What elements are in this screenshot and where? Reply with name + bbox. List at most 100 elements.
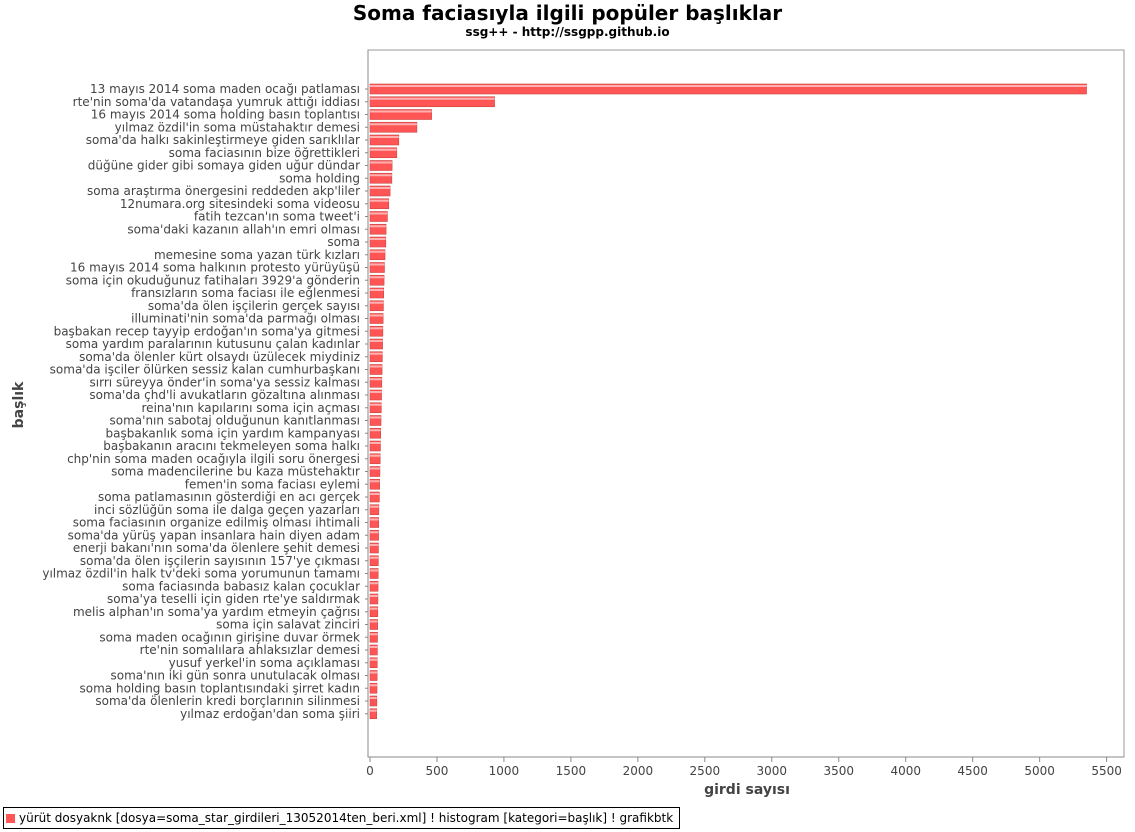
bar bbox=[369, 695, 378, 707]
category-label: soma için okuduğunuz fatihaları 3929'a g… bbox=[66, 273, 360, 287]
bar bbox=[369, 121, 418, 133]
bar bbox=[369, 478, 380, 490]
category-label: fatih tezcan'ın soma tweet'i bbox=[194, 210, 360, 224]
category-label: başbakan recep tayyip erdoğan'ın soma'ya… bbox=[54, 324, 360, 338]
category-label: soma'daki kazanın allah'ın emri olması bbox=[127, 222, 360, 236]
category-label: soma'nın iki gün sonra unutulacak olması bbox=[110, 669, 360, 683]
bar-highlight bbox=[370, 148, 397, 151]
bar-highlight bbox=[370, 531, 379, 534]
bar-highlight bbox=[370, 646, 378, 648]
bar bbox=[369, 504, 380, 516]
bar-highlight bbox=[370, 352, 383, 355]
bar-highlight bbox=[370, 709, 377, 712]
bar-highlight bbox=[370, 595, 378, 597]
bar bbox=[369, 568, 379, 579]
category-label: soma patlamasının gösterdiği en acı gerç… bbox=[98, 490, 360, 504]
category-label: femen'in soma faciası eylemi bbox=[185, 477, 360, 491]
bar bbox=[369, 415, 382, 426]
category-label: soma faciasında babasız kalan çocuklar bbox=[122, 579, 360, 593]
bar-highlight bbox=[370, 212, 388, 215]
bar-highlight bbox=[370, 544, 379, 546]
bar bbox=[369, 109, 432, 120]
category-label: fransızların soma faciası ile eğlenmesi bbox=[131, 286, 360, 300]
plot-area bbox=[367, 49, 1125, 758]
bar bbox=[369, 529, 379, 541]
y-axis-label: başlık bbox=[11, 381, 27, 428]
bar-highlight bbox=[370, 136, 399, 138]
x-tick-label: 0 bbox=[366, 764, 374, 778]
category-label: soma faciasının bize öğrettikleri bbox=[169, 146, 360, 160]
bar-highlight bbox=[370, 416, 381, 419]
category-label: soma'da halkı sakinleştirmeye giden sarı… bbox=[86, 133, 360, 147]
bar bbox=[369, 619, 378, 630]
category-label: sırrı süreyya önder'in soma'ya sessiz ka… bbox=[90, 375, 360, 389]
category-label: soma'da ölen işçilerin gerçek sayısı bbox=[148, 299, 360, 313]
category-label: 12numara.org sitesindeki soma videosu bbox=[120, 197, 360, 211]
category-label: soma araştırma önergesini reddeden akp'l… bbox=[87, 184, 360, 198]
bar-highlight bbox=[370, 85, 1087, 87]
bar-highlight bbox=[370, 671, 378, 674]
bar-highlight bbox=[370, 276, 385, 279]
category-label: memesine soma yazan türk kızları bbox=[154, 248, 360, 262]
category-label: soma'nın sabotaj olduğunun kanıtlanması bbox=[110, 414, 360, 428]
x-tick-label: 2000 bbox=[623, 764, 654, 778]
category-label: soma'da ölen işçilerin sayısının 157'ye … bbox=[80, 554, 360, 568]
bars-group bbox=[365, 83, 1087, 720]
bar bbox=[369, 274, 385, 286]
category-label: yusuf yerkel'in soma açıklaması bbox=[169, 656, 360, 670]
x-axis-ticks: 0 500 1000 1500 2000 2500 3000 3500 4000 4500 5000… bbox=[366, 757, 1122, 778]
bar-highlight bbox=[370, 327, 383, 330]
category-label: soma'da ölenler kürt olsaydı üzülecek mi… bbox=[79, 350, 360, 364]
bar-highlight bbox=[370, 391, 382, 393]
bar-highlight bbox=[370, 123, 417, 126]
bar bbox=[369, 185, 391, 197]
bar bbox=[369, 440, 381, 452]
bar bbox=[369, 325, 384, 337]
category-label: 16 mayıs 2014 soma halkının protesto yür… bbox=[70, 261, 360, 275]
bar-highlight bbox=[370, 493, 380, 495]
category-label: soma'da işciler ölürken sessiz kalan cum… bbox=[50, 363, 360, 377]
bar-highlight bbox=[370, 161, 393, 164]
plot-background bbox=[367, 49, 1125, 758]
category-label: soma'da çhd'li avukatların gözaltına alı… bbox=[89, 388, 360, 402]
bar-highlight bbox=[370, 633, 378, 636]
category-label: soma yardım paralarının kutusunu çalan k… bbox=[66, 337, 360, 351]
bar-highlight bbox=[370, 289, 384, 291]
bar bbox=[369, 313, 384, 324]
bar bbox=[369, 147, 398, 159]
x-tick-label: 3500 bbox=[823, 764, 854, 778]
category-label: soma maden ocağının girişine duvar örmek bbox=[99, 630, 360, 644]
category-label: soma için salavat zinciri bbox=[216, 618, 360, 632]
bar-highlight bbox=[370, 199, 389, 202]
bar bbox=[369, 249, 386, 261]
bar bbox=[369, 708, 377, 720]
bar bbox=[369, 351, 383, 363]
bar-highlight bbox=[370, 403, 382, 406]
bar bbox=[369, 555, 379, 567]
bar bbox=[369, 682, 378, 694]
bar-highlight bbox=[370, 314, 384, 317]
bar-highlight bbox=[370, 607, 378, 610]
category-label: reina'nın kapılarını soma için açması bbox=[142, 401, 360, 415]
bar-highlight bbox=[370, 340, 383, 342]
bar bbox=[369, 491, 380, 503]
legend-swatch bbox=[6, 813, 15, 823]
bar-highlight bbox=[370, 301, 384, 304]
bar bbox=[369, 427, 382, 439]
category-label: chp'nin soma maden ocağıyla ilgili soru … bbox=[67, 452, 360, 466]
category-label: soma holding bbox=[279, 171, 360, 185]
chart-title: Soma faciasıyla ilgili popüler başlıklar bbox=[352, 1, 783, 25]
bar bbox=[369, 644, 378, 656]
bar-highlight bbox=[370, 697, 377, 699]
category-label: soma'da yürüş yapan insanlara hain diyen… bbox=[68, 528, 360, 542]
bar bbox=[369, 517, 380, 528]
category-label: soma holding basın toplantısındaki şirre… bbox=[80, 681, 360, 695]
bar bbox=[369, 542, 379, 554]
bar-highlight bbox=[370, 238, 386, 240]
category-label: başbakanlık soma için yardım kampanyası bbox=[106, 426, 361, 440]
bar-highlight bbox=[370, 250, 385, 253]
bar bbox=[369, 364, 383, 375]
bar bbox=[369, 606, 379, 618]
bar bbox=[369, 376, 383, 388]
bar-highlight bbox=[370, 620, 378, 623]
